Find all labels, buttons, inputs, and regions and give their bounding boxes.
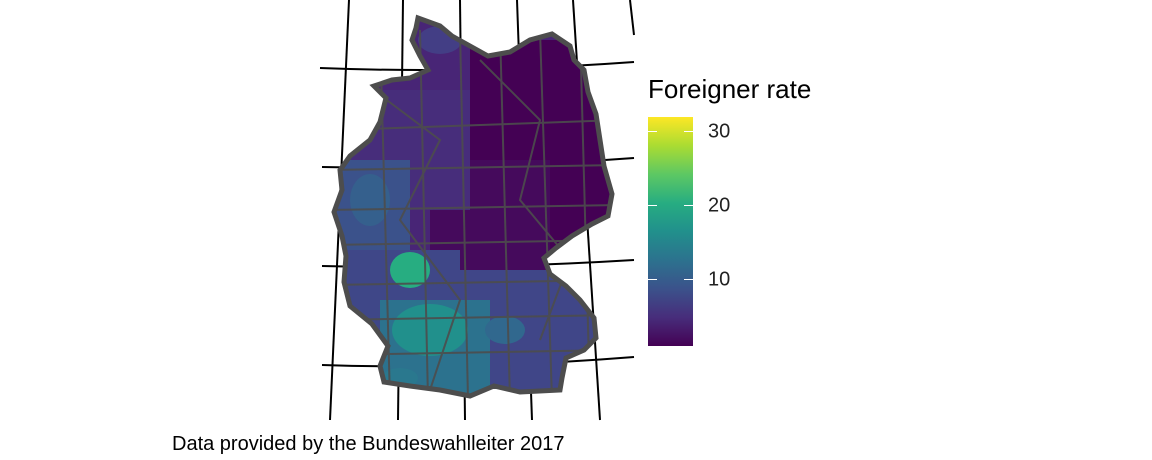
legend-tick-mark xyxy=(648,131,657,133)
legend-tick-label: 20 xyxy=(708,194,731,217)
legend-tick-mark xyxy=(684,279,693,281)
legend-tick-mark xyxy=(684,131,693,133)
map-caption: Data provided by the Bundeswahlleiter 20… xyxy=(172,433,565,455)
legend-tick-label: 10 xyxy=(708,268,731,291)
legend-tick-mark xyxy=(648,279,657,281)
legend-tick-mark xyxy=(684,205,693,207)
legend-colorbar xyxy=(648,117,693,346)
legend-title: Foreigner rate xyxy=(648,74,812,104)
legend-tick-mark xyxy=(648,205,657,207)
legend-tick-label: 30 xyxy=(708,120,731,143)
